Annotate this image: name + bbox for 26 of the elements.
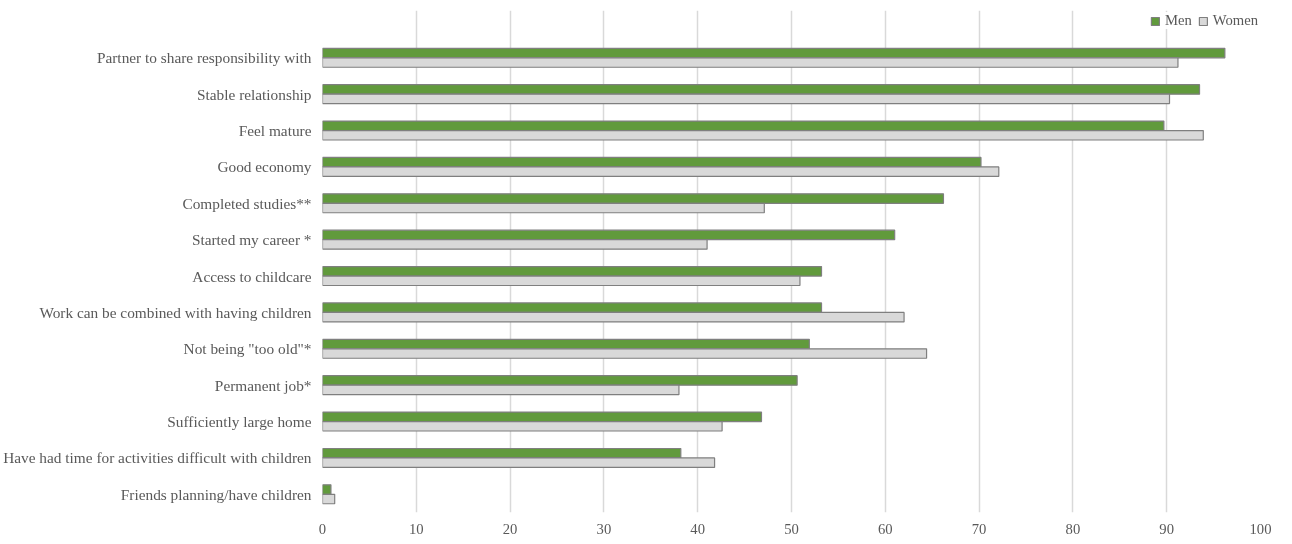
x-tick-label: 30 [596,520,612,537]
y-tick-label: Not being "too old"* [183,340,312,358]
legend-label: Women [1212,12,1258,29]
x-tick-label: 10 [408,520,424,537]
y-tick-label: Stable relationship [196,85,312,103]
y-tick-label: Partner to share responsibility with [96,49,312,67]
y-tick-label: Friends planning/have children [120,485,312,503]
x-tick-label: 70 [971,520,987,537]
y-tick-label: Good economy [217,158,312,176]
y-tick-label: Started my career * [191,231,312,249]
x-tick-label: 60 [877,520,893,537]
y-tick-label: Access to childcare [192,267,312,285]
x-tick-label: 40 [690,520,706,537]
x-tick-label: 80 [1065,520,1081,537]
y-tick-label: Completed studies** [182,194,312,212]
x-tick-label: 20 [502,520,518,537]
y-tick-label: Sufficiently large home [167,413,312,431]
y-tick-label: Feel mature [238,122,312,140]
x-tick-label: 50 [784,520,799,537]
x-tick-label: 0 [318,520,327,537]
y-tick-label: Work can be combined with having children [39,303,312,321]
legend-label: Men [1164,12,1192,29]
x-tick-label: 100 [1249,520,1272,537]
y-tick-label: Have had time for activities difficult with children [3,449,312,467]
y-tick-label: Permanent job* [214,376,312,394]
x-tick-label: 90 [1159,520,1175,537]
